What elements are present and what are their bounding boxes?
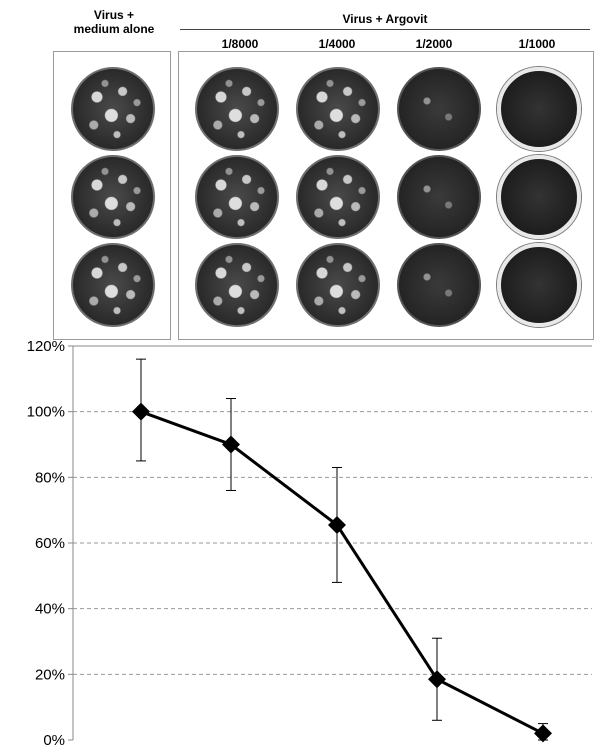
dilution-label-1: 1/8000: [221, 37, 259, 51]
well-8000-2: [195, 155, 279, 239]
data-point-1: [222, 435, 240, 454]
y-tick-label-80: 80%: [35, 469, 65, 486]
treated-wells-panel: [178, 51, 594, 340]
y-tick-label-20: 20%: [35, 666, 65, 683]
infectivity-line-chart: 0% 20% 40% 60% 80% 100% 120%: [27, 340, 592, 746]
well-4000-1: [296, 67, 380, 151]
well-2000-3: [397, 243, 481, 327]
y-tick-label-100: 100%: [27, 404, 65, 421]
well-8000-1: [195, 67, 279, 151]
control-wells-panel: [53, 51, 171, 340]
well-control-3: [71, 243, 155, 327]
error-bars: [136, 358, 548, 741]
well-1000-3: [497, 243, 581, 327]
y-tick-label-0: 0%: [43, 732, 65, 746]
y-tick-label-60: 60%: [35, 535, 65, 552]
well-control-1: [71, 67, 155, 151]
well-4000-2: [296, 155, 380, 239]
data-point-4: [534, 724, 552, 743]
data-markers: [132, 402, 552, 743]
well-control-2: [71, 155, 155, 239]
data-point-2: [328, 515, 346, 534]
well-2000-2: [397, 155, 481, 239]
control-column-header: Virus + medium alone: [50, 8, 178, 36]
series-line: [140, 410, 544, 735]
well-1000-1: [497, 67, 581, 151]
y-tick-label-40: 40%: [35, 601, 65, 618]
treatment-group-rule: [180, 29, 590, 30]
data-point-3: [428, 670, 446, 689]
treatment-group-header: Virus + Argovit: [342, 12, 428, 26]
control-header-line1: Virus +: [93, 8, 135, 22]
well-8000-3: [195, 243, 279, 327]
chart-gridlines: [73, 411, 592, 675]
data-point-0: [132, 402, 150, 421]
control-header-line2: medium alone: [73, 22, 155, 36]
y-tick-label-120: 120%: [27, 340, 65, 355]
well-4000-3: [296, 243, 380, 327]
dilution-label-2: 1/4000: [318, 37, 356, 51]
dilution-label-3: 1/2000: [415, 37, 453, 51]
dilution-label-4: 1/1000: [518, 37, 556, 51]
well-1000-2: [497, 155, 581, 239]
well-2000-1: [397, 67, 481, 151]
y-axis-ticks: 0% 20% 40% 60% 80% 100% 120%: [27, 340, 73, 746]
